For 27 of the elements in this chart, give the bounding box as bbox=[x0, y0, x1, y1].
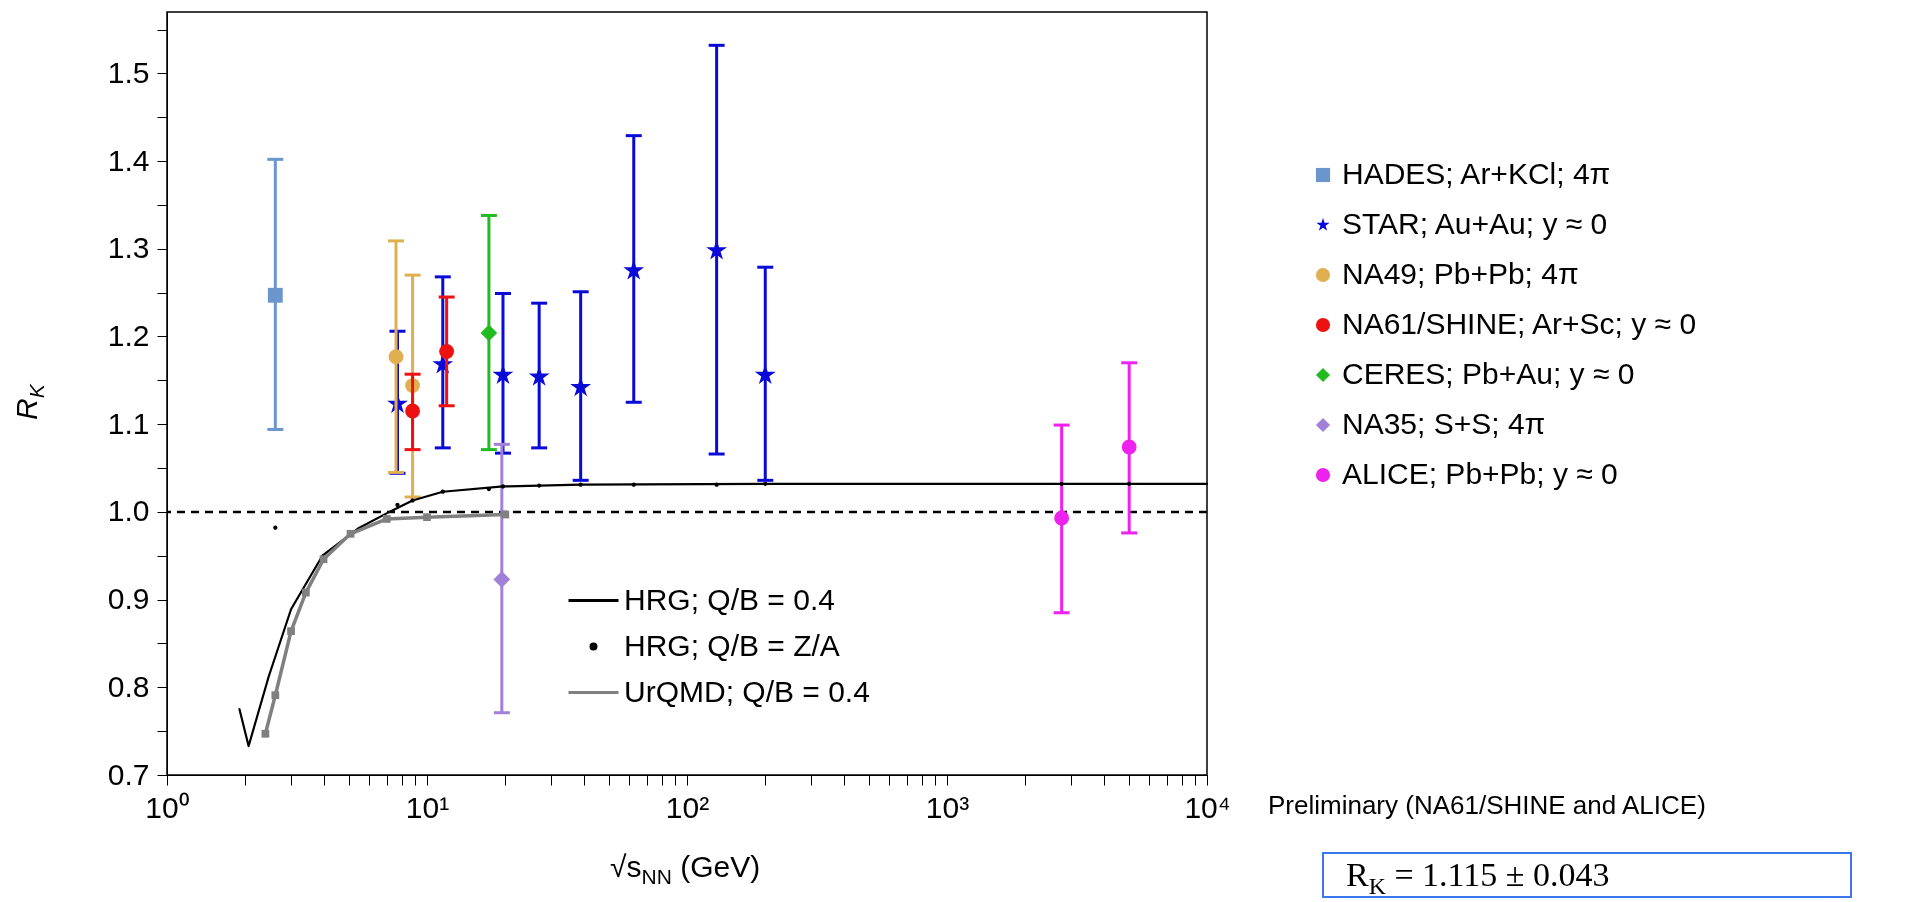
y-tick-label: 1.2 bbox=[107, 318, 150, 352]
y-tick-label: 0.7 bbox=[107, 757, 150, 791]
text: Preliminary (NA61/SHINE and ALICE) bbox=[1268, 790, 1706, 821]
legend-label: NA49; Pb+Pb; 4π bbox=[1342, 257, 1579, 290]
x-tick-label: 10⁰ bbox=[145, 790, 190, 824]
y-tick-label: 1.1 bbox=[107, 406, 150, 440]
legend-label: CERES; Pb+Au; y ≈ 0 bbox=[1342, 357, 1635, 390]
text: R$_{K}$ = 1.115 ± 0.043 bbox=[1322, 852, 1852, 899]
legend-label: UrQMD; Q/B = 0.4 bbox=[624, 674, 870, 708]
y-tick-label: 0.8 bbox=[107, 669, 150, 703]
legend-label: HRG; Q/B = 0.4 bbox=[624, 582, 835, 616]
y-tick-label: 0.9 bbox=[107, 582, 150, 616]
x-tick-label: 10¹ bbox=[405, 790, 450, 824]
y-tick-label: 1.5 bbox=[107, 55, 150, 89]
y-tick-label: 1.3 bbox=[107, 231, 150, 265]
legend-label: HRG; Q/B = Z/A bbox=[624, 628, 840, 662]
y-tick-label: 1.0 bbox=[107, 494, 150, 528]
legend-label: STAR; Au+Au; y ≈ 0 bbox=[1342, 207, 1608, 240]
legend-label: NA61/SHINE; Ar+Sc; y ≈ 0 bbox=[1342, 307, 1697, 340]
legend-label: NA35; S+S; 4π bbox=[1342, 407, 1546, 440]
legend-label: ALICE; Pb+Pb; y ≈ 0 bbox=[1342, 457, 1618, 490]
x-tick-label: 10² bbox=[665, 790, 710, 824]
x-axis-title: √s$_{NN}$ (GeV) bbox=[610, 850, 761, 889]
legend-label: HADES; Ar+KCl; 4π bbox=[1342, 157, 1611, 190]
x-tick-label: 10⁴ bbox=[1184, 790, 1231, 824]
y-tick-label: 1.4 bbox=[107, 143, 150, 177]
x-tick-label: 10³ bbox=[925, 790, 970, 824]
